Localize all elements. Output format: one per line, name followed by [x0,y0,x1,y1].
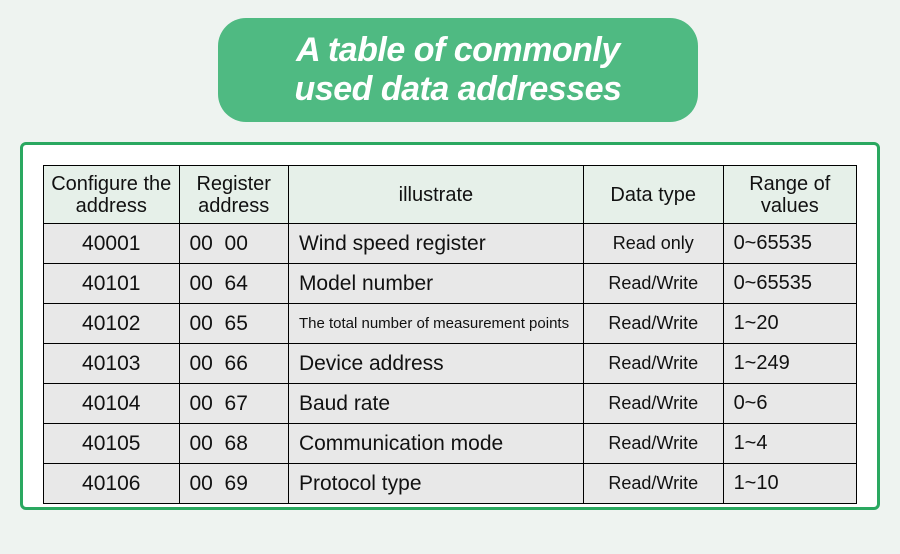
address-table: Configure the address Register address i… [43,165,857,504]
cell-illustrate: The total number of measurement points [288,304,583,344]
table-panel: Configure the address Register address i… [20,142,880,510]
cell-configure: 40105 [44,424,180,464]
cell-illustrate: Communication mode [288,424,583,464]
table-row: 4010400 67Baud rateRead/Write0~6 [44,384,857,424]
table-row: 4010300 66Device addressRead/Write1~249 [44,344,857,384]
cell-register: 00 69 [179,464,288,504]
cell-range: 0~65535 [723,264,856,304]
cell-datatype: Read/Write [583,424,723,464]
col-header-range: Range of values [723,166,856,224]
table-row: 4010600 69Protocol typeRead/Write1~10 [44,464,857,504]
cell-datatype: Read only [583,224,723,264]
title-line-1: A table of commonly [296,31,620,69]
cell-illustrate: Protocol type [288,464,583,504]
cell-configure: 40102 [44,304,180,344]
cell-register: 00 67 [179,384,288,424]
cell-configure: 40001 [44,224,180,264]
title-pill: A table of commonly used data addresses [218,18,698,122]
cell-register: 00 64 [179,264,288,304]
table-row: 4010100 64Model numberRead/Write0~65535 [44,264,857,304]
cell-datatype: Read/Write [583,344,723,384]
cell-illustrate: Device address [288,344,583,384]
cell-register: 00 66 [179,344,288,384]
table-body: 4000100 00Wind speed registerRead only0~… [44,224,857,504]
title-text: A table of commonly used data addresses [295,31,622,109]
title-line-2: used data addresses [295,70,622,108]
cell-register: 00 68 [179,424,288,464]
cell-register: 00 65 [179,304,288,344]
cell-configure: 40103 [44,344,180,384]
cell-illustrate: Baud rate [288,384,583,424]
cell-illustrate: Wind speed register [288,224,583,264]
cell-register: 00 00 [179,224,288,264]
cell-datatype: Read/Write [583,464,723,504]
cell-configure: 40101 [44,264,180,304]
col-header-configure: Configure the address [44,166,180,224]
cell-range: 1~4 [723,424,856,464]
cell-datatype: Read/Write [583,264,723,304]
cell-illustrate: Model number [288,264,583,304]
cell-range: 0~6 [723,384,856,424]
cell-configure: 40104 [44,384,180,424]
cell-configure: 40106 [44,464,180,504]
col-header-register: Register address [179,166,288,224]
cell-range: 1~249 [723,344,856,384]
table-row: 4010200 65The total number of measuremen… [44,304,857,344]
col-header-illustrate: illustrate [288,166,583,224]
cell-datatype: Read/Write [583,304,723,344]
table-header-row: Configure the address Register address i… [44,166,857,224]
cell-range: 0~65535 [723,224,856,264]
cell-range: 1~20 [723,304,856,344]
table-row: 4010500 68Communication modeRead/Write1~… [44,424,857,464]
col-header-datatype: Data type [583,166,723,224]
cell-datatype: Read/Write [583,384,723,424]
cell-range: 1~10 [723,464,856,504]
table-row: 4000100 00Wind speed registerRead only0~… [44,224,857,264]
